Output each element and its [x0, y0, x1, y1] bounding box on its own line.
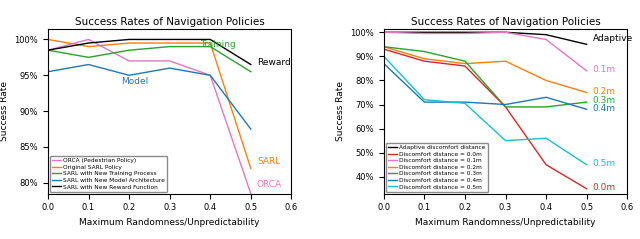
Title: Success Rates of Navigation Policies: Success Rates of Navigation Policies — [75, 16, 264, 27]
Legend: ORCA (Pedestrian Policy), Original SARL Policy, SARL with New Training Process, : ORCA (Pedestrian Policy), Original SARL … — [50, 156, 168, 192]
Text: SARL: SARL — [257, 157, 280, 166]
Text: 0.1m: 0.1m — [593, 65, 616, 74]
Y-axis label: Success Rate: Success Rate — [0, 81, 9, 141]
Y-axis label: Success Rate: Success Rate — [336, 81, 345, 141]
Text: 0.3m: 0.3m — [593, 96, 616, 105]
X-axis label: Maximum Randomness/Unpredictability: Maximum Randomness/Unpredictability — [79, 218, 260, 227]
Title: Success Rates of Navigation Policies: Success Rates of Navigation Policies — [411, 16, 600, 27]
Text: 0.2m: 0.2m — [593, 87, 616, 96]
Text: 0.4m: 0.4m — [593, 104, 616, 113]
X-axis label: Maximum Randomness/Unpredictability: Maximum Randomness/Unpredictability — [415, 218, 596, 227]
Text: ORCA: ORCA — [257, 180, 282, 189]
Legend: Adaptive discomfort distance, Discomfort distance = 0.0m, Discomfort distance = : Adaptive discomfort distance, Discomfort… — [385, 143, 488, 192]
Text: Model: Model — [121, 76, 148, 86]
Text: Training: Training — [200, 40, 236, 49]
Text: Reward: Reward — [257, 58, 291, 67]
Text: 0.0m: 0.0m — [593, 183, 616, 192]
Text: Adaptive: Adaptive — [593, 34, 633, 43]
Text: 0.5m: 0.5m — [593, 159, 616, 168]
